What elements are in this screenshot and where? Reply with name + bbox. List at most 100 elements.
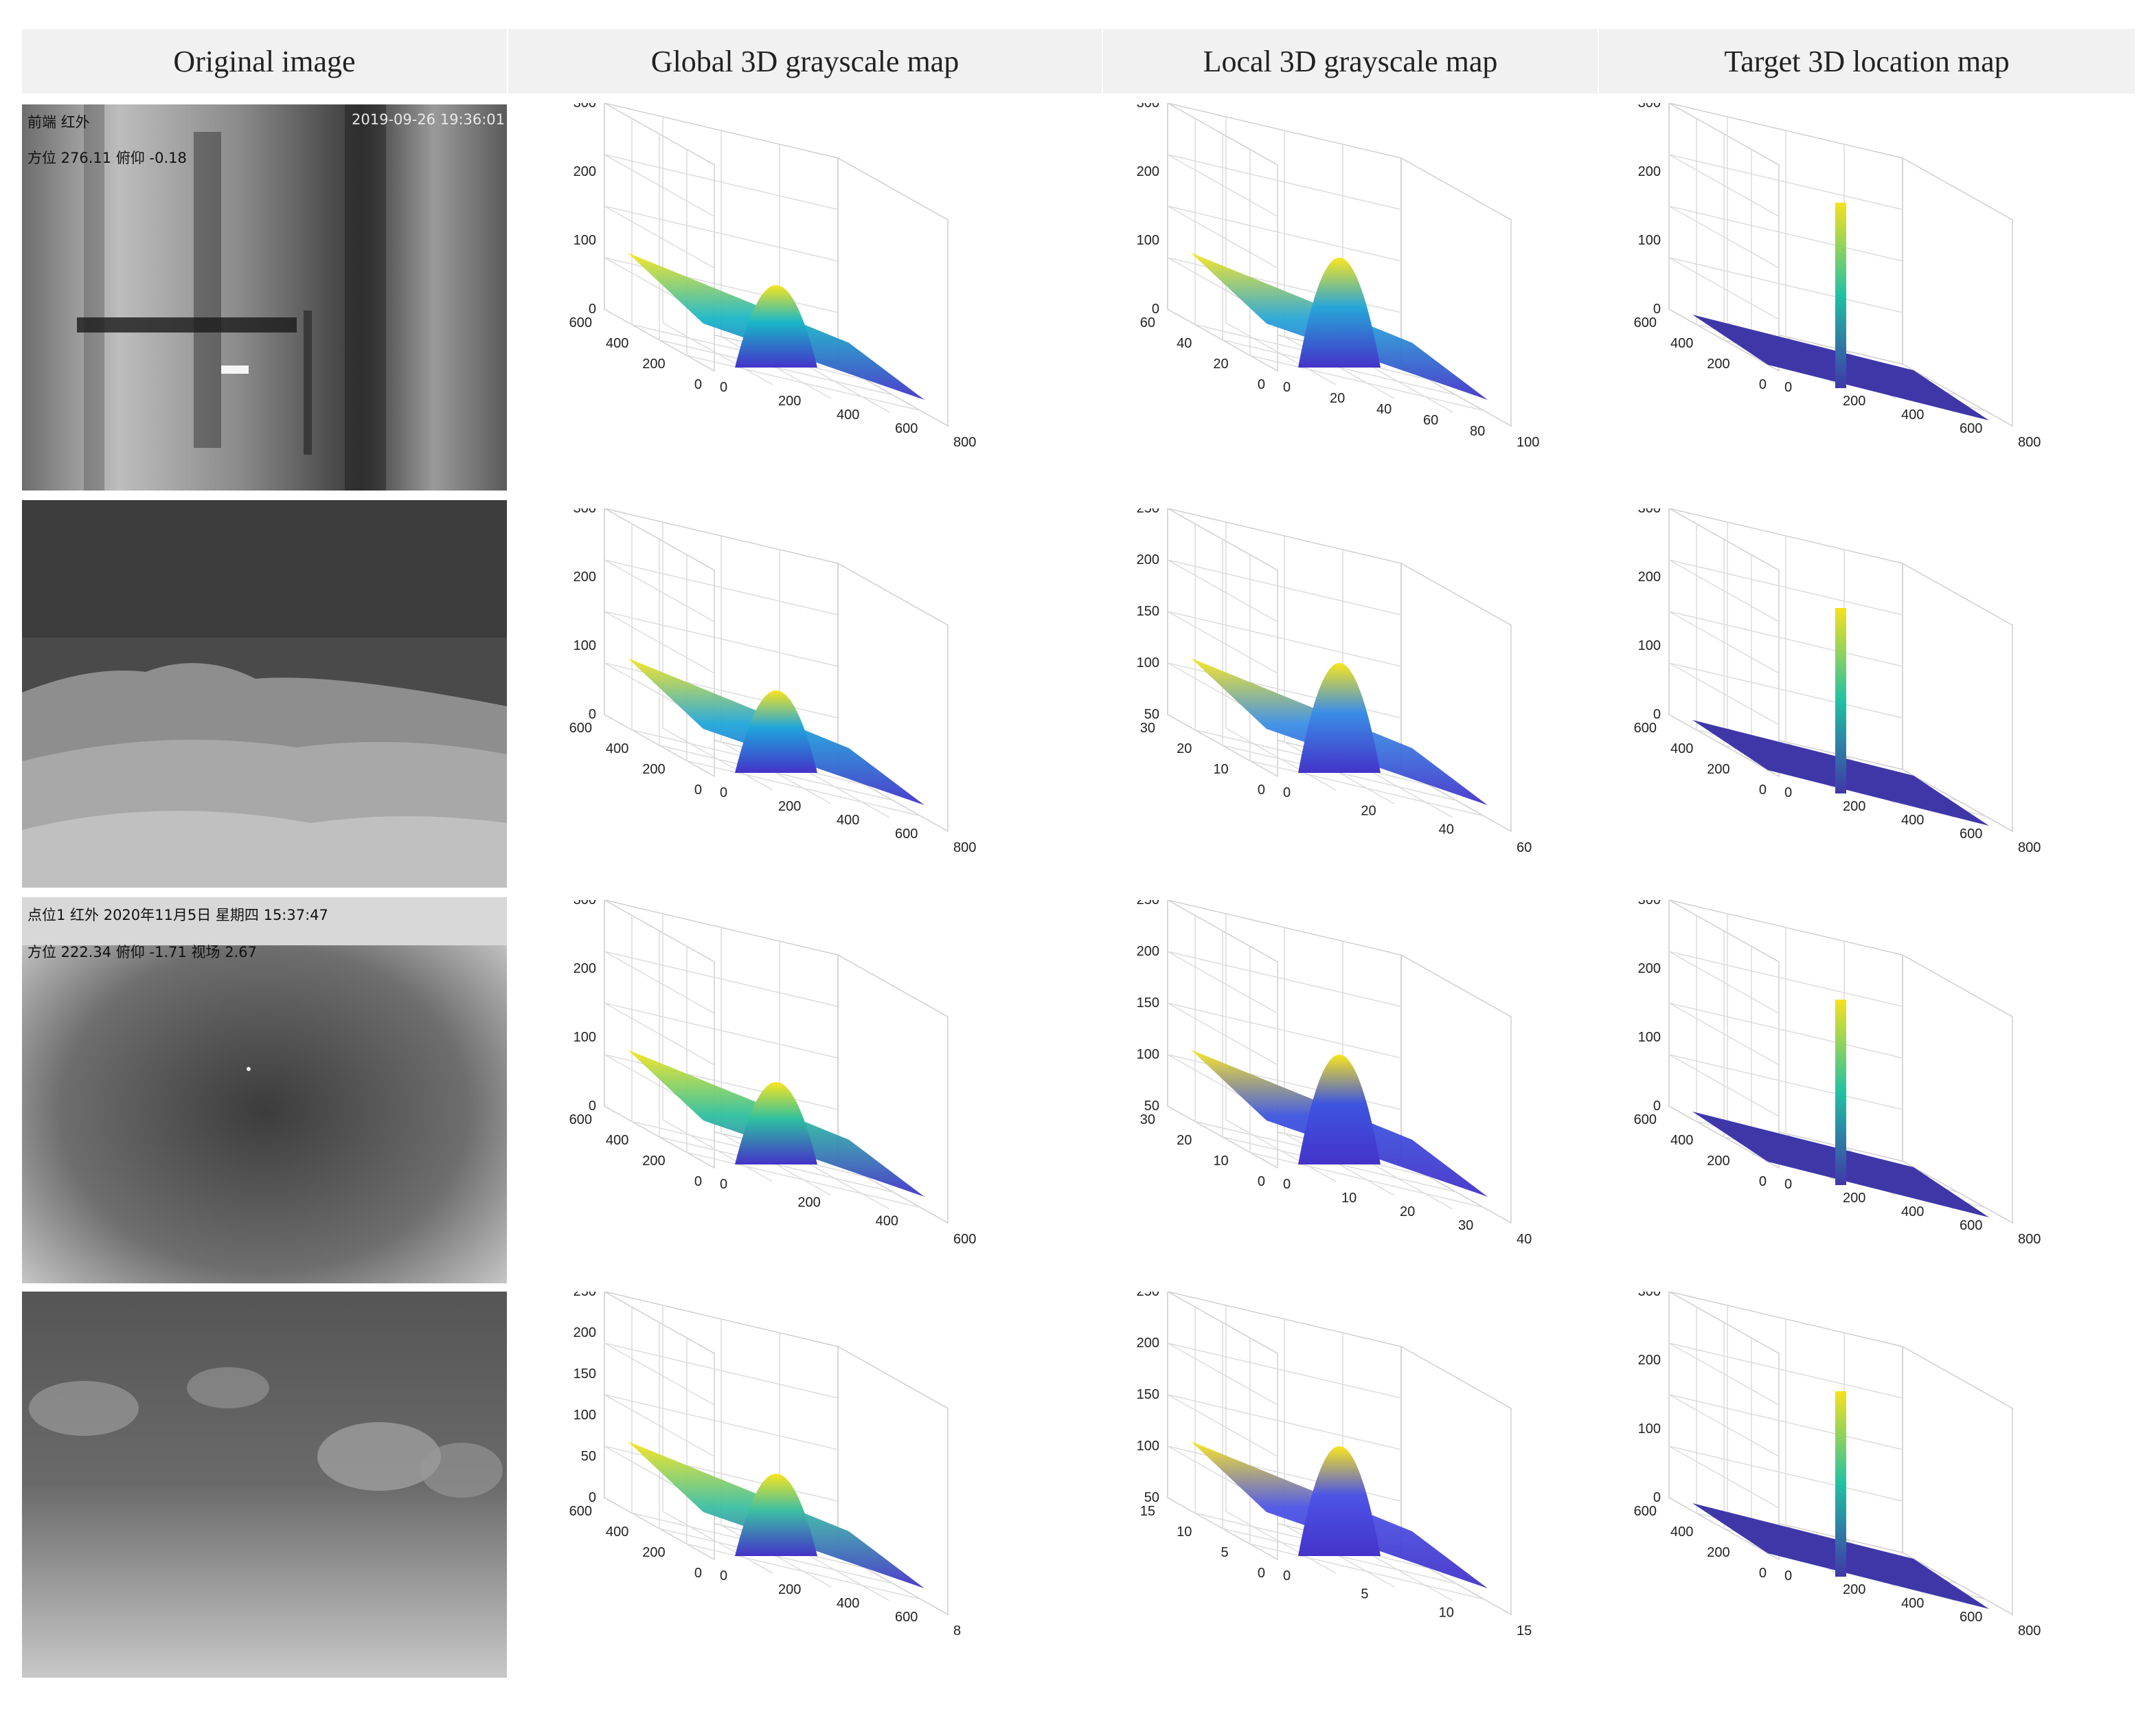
x-tick-label: 0 [720,380,727,395]
x-tick-label: 200 [1843,1191,1865,1206]
local-3d-grayscale-map-1: 300 200 100 0 60 40 20 0 0 20 40 60 80 100 [1106,103,1628,488]
z-tick-label: 250 [1137,1292,1159,1299]
y-tick-label: 600 [569,721,592,736]
header-local-3d-grayscale-map: Local 3D grayscale map [1103,29,1598,93]
overlay-text-3: 点位1 红外 2020年11月5日 星期四 15:37:47 [27,907,328,923]
y-tick-label: 400 [1670,1133,1693,1148]
x-tick-label: 15 [1517,1623,1532,1639]
z-tick-label: 50 [581,1449,596,1464]
z-tick-label: 150 [1137,995,1159,1011]
x-tick-label: 200 [1843,799,1865,814]
x-tick-label: 400 [1901,407,1924,423]
y-tick-label: 200 [1707,1545,1729,1560]
z-tick-label: 250 [1137,508,1159,516]
x-tick-label: 80 [1470,424,1485,439]
grayscale-surface [628,1050,924,1197]
z-tick-label: 100 [1137,233,1159,248]
global-3d-grayscale-map-4: 250 200 150 100 50 0 600 400 200 0 0 200 400 600 8 [543,1292,1065,1676]
x-tick-label: 0 [1784,1568,1792,1584]
x-tick-label: 0 [1283,380,1291,395]
y-tick-label: 10 [1177,1524,1192,1540]
target-surface [1692,1391,1989,1609]
z-tick-label: 100 [1137,1047,1159,1062]
target-3d-location-map-4: 300 200 100 0 600 400 200 0 0 200 400 600 800 [1607,1292,2129,1676]
header-original-image: Original image [22,29,507,93]
y-tick-label: 0 [1759,1566,1767,1581]
x-tick-label: 10 [1439,1605,1454,1620]
y-tick-label: 0 [694,377,702,392]
grayscale-surface [1191,658,1488,805]
z-tick-label: 50 [1144,1099,1159,1114]
y-tick-label: 200 [642,1545,665,1560]
y-tick-label: 400 [606,1524,628,1540]
x-tick-label: 20 [1330,391,1345,406]
y-tick-label: 400 [1670,1524,1693,1540]
x-tick-label: 400 [1901,1204,1924,1219]
x-tick-label: 20 [1361,804,1376,819]
z-tick-label: 200 [574,164,596,179]
y-tick-label: 200 [642,1153,665,1169]
z-tick-label: 300 [574,508,596,516]
axis-grid [1668,900,2013,1224]
x-tick-label: 400 [1901,1596,1924,1611]
y-tick-label: 400 [1670,741,1693,756]
x-tick-label: 60 [1423,413,1438,428]
grayscale-surface [628,658,924,805]
y-tick-label: 200 [1707,1153,1729,1169]
x-tick-label: 600 [895,1610,918,1625]
global-3d-grayscale-map-1: 300 200 100 0 600 400 200 0 0 200 400 600 800 [543,103,1065,488]
x-tick-label: 0 [720,1177,727,1192]
y-tick-label: 0 [1258,782,1265,798]
y-tick-label: 600 [1634,315,1657,330]
y-tick-label: 20 [1177,741,1192,756]
original-image-1: 前端 红外 2019-09-26 19:36:01 方位 276.11 俯仰 -… [22,104,507,491]
z-tick-label: 100 [1638,1421,1661,1437]
y-tick-label: 200 [642,357,665,372]
z-tick-label: 300 [1638,508,1661,516]
y-tick-label: 15 [1140,1504,1155,1519]
z-tick-label: 200 [1638,961,1661,976]
z-tick-label: 300 [1638,103,1661,111]
y-tick-label: 20 [1213,357,1228,372]
z-tick-label: 300 [1137,103,1159,111]
y-tick-label: 200 [642,762,665,777]
z-tick-label: 200 [1137,1336,1159,1351]
z-tick-label: 0 [1152,302,1159,317]
y-tick-label: 20 [1177,1133,1192,1148]
y-tick-label: 30 [1140,721,1155,736]
x-tick-label: 800 [953,435,976,450]
z-tick-label: 150 [574,1366,596,1382]
x-tick-label: 600 [1960,421,1982,436]
grayscale-surface [1191,1441,1488,1588]
original-image-3: 点位1 红外 2020年11月5日 星期四 15:37:47 方位 222.34… [22,897,507,1283]
z-tick-label: 0 [1653,302,1661,317]
overlay-text-1: 前端 红外 [27,114,90,131]
z-tick-label: 100 [574,233,596,248]
overlay-angles-3: 方位 222.34 俯仰 -1.71 视场 2.67 [27,944,257,960]
y-tick-label: 60 [1140,315,1155,330]
x-tick-label: 800 [2018,1623,2041,1639]
infrared-image-4 [22,1292,507,1678]
z-tick-label: 0 [589,1490,596,1505]
x-tick-label: 40 [1376,402,1392,417]
x-tick-label: 600 [1960,1218,1982,1233]
z-tick-label: 0 [1653,1490,1661,1505]
x-tick-label: 600 [895,421,918,436]
x-tick-label: 200 [778,799,801,814]
x-tick-label: 400 [1901,813,1924,828]
y-tick-label: 600 [1634,1112,1657,1127]
x-tick-label: 30 [1458,1218,1473,1233]
y-tick-label: 0 [1258,1174,1265,1189]
local-3d-grayscale-map-4: 250 200 150 100 50 15 10 5 0 0 5 10 15 [1106,1292,1628,1676]
z-tick-label: 0 [589,302,596,317]
y-tick-label: 600 [569,1112,592,1127]
grayscale-surface [1191,253,1488,400]
x-tick-label: 20 [1400,1204,1415,1219]
